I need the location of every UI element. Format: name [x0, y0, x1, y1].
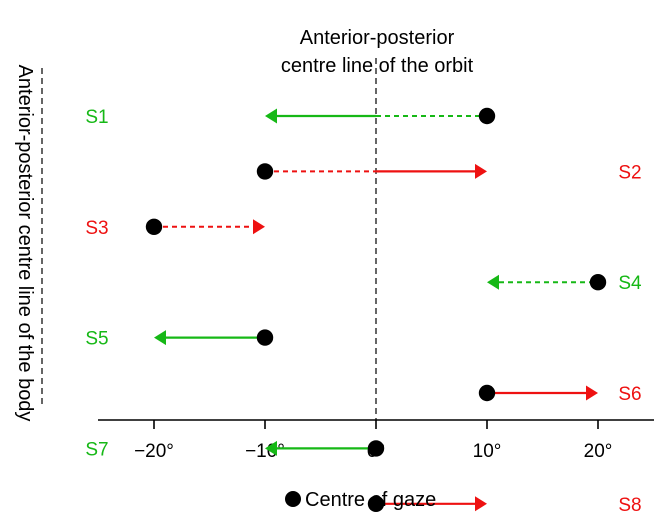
gaze-dot [256, 329, 274, 346]
arrowhead-icon [253, 219, 265, 235]
gaze-dot [145, 218, 163, 235]
x-tick-label: −20° [134, 441, 174, 462]
row-label: S5 [85, 329, 108, 350]
row-s6: S6 [478, 384, 642, 405]
row-s4: S4 [487, 273, 642, 294]
row-label: S4 [618, 273, 642, 294]
gaze-dot [589, 274, 607, 291]
x-axis-ticks: −20°−10°0°10°20° [134, 420, 612, 462]
row-label: S8 [618, 495, 641, 515]
gaze-dot [256, 163, 274, 180]
x-tick-label: 20° [584, 441, 613, 462]
row-label: S7 [85, 439, 108, 460]
arrowhead-icon [154, 330, 166, 346]
gaze-dot [367, 440, 385, 457]
row-label: S6 [618, 384, 641, 405]
arrowhead-icon [475, 496, 487, 512]
gaze-dot [478, 384, 496, 402]
row-label: S3 [85, 218, 108, 239]
arrowhead-icon [265, 440, 277, 456]
x-tick-label: −10° [245, 441, 285, 462]
row-label: S1 [85, 107, 108, 128]
legend-dot-icon [285, 491, 301, 507]
row-s8: S8 [367, 495, 642, 515]
orbit-line-title-2: centre line of the orbit [281, 55, 474, 77]
gaze-rows: S1 S2 S3 S4 S5 S6 S7 S8 [85, 107, 642, 515]
gaze-dot [478, 107, 496, 125]
arrowhead-icon [586, 385, 598, 401]
body-line-label: Anterior-posterior centre line of the bo… [14, 65, 36, 422]
orbit-line-title-1: Anterior-posterior [300, 27, 455, 49]
legend: Centre of gaze [285, 489, 436, 511]
row-s5: S5 [85, 329, 274, 350]
gaze-dot [367, 495, 385, 512]
legend-label: Centre of gaze [305, 489, 436, 511]
row-label: S2 [618, 162, 641, 183]
arrowhead-icon [487, 274, 499, 290]
arrowhead-icon [265, 108, 277, 124]
row-s2: S2 [256, 162, 642, 183]
x-tick-label: 10° [473, 441, 502, 462]
row-s3: S3 [85, 218, 265, 239]
row-s7: S7 [85, 439, 385, 460]
arrowhead-icon [475, 163, 487, 179]
row-s1: S1 [85, 107, 496, 128]
